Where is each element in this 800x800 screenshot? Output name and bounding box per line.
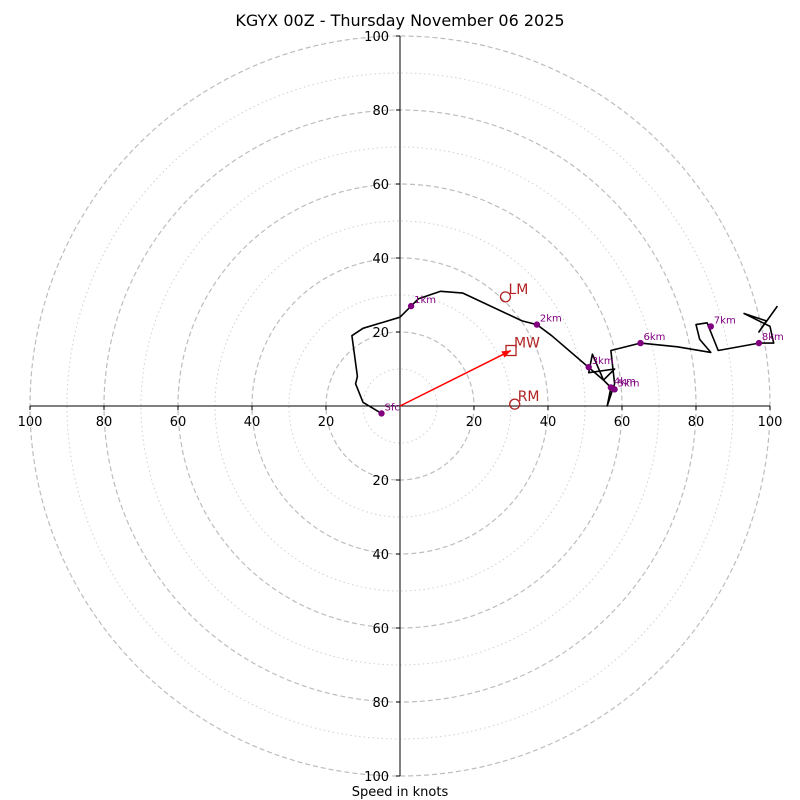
storm-motion-markers: LM MW RM <box>499 282 540 410</box>
storm-motion-marker <box>505 344 517 357</box>
height-marker-label: 5km <box>618 378 640 389</box>
x-tick-label: 20 <box>466 415 483 430</box>
height-marker-dot <box>378 410 385 417</box>
height-marker-label: 1km <box>414 295 436 306</box>
hodograph-trace <box>351 290 779 415</box>
storm-motion-marker <box>499 291 512 303</box>
chart-title: KGYX 00Z - Thursday November 06 2025 <box>235 11 564 30</box>
height-marker-dot <box>755 339 763 347</box>
y-tick-label: 20 <box>372 474 389 489</box>
x-tick-label: 40 <box>540 415 557 430</box>
storm-motion-label: LM <box>508 282 528 298</box>
y-tick-label: 20 <box>372 326 389 341</box>
y-tick-label: 80 <box>372 104 389 119</box>
height-marker-dot <box>585 363 592 371</box>
height-marker-dot <box>407 302 415 310</box>
hodograph-line <box>351 290 779 415</box>
storm-motion-marker <box>509 398 521 410</box>
height-marker-dot <box>533 321 541 328</box>
height-marker-dot <box>637 339 644 347</box>
y-tick-label: 60 <box>372 622 389 637</box>
x-tick-label: 20 <box>318 415 335 430</box>
x-axis-label: Speed in knots <box>352 785 449 800</box>
mean-wind-arrow-head <box>501 350 511 358</box>
height-marker-label: 2km <box>540 314 562 325</box>
x-tick-label: 80 <box>688 415 705 430</box>
x-tick-label: 60 <box>614 415 631 430</box>
x-tick-label: 100 <box>758 415 783 430</box>
y-tick-label: 100 <box>364 770 389 785</box>
storm-motion-label: MW <box>514 336 540 352</box>
y-tick-label: 60 <box>372 178 389 193</box>
height-marker-label: 7km <box>714 315 736 326</box>
x-tick-label: 80 <box>96 415 113 430</box>
height-marker-dot <box>707 323 714 330</box>
x-tick-label: 40 <box>244 415 261 430</box>
x-tick-label: 60 <box>170 415 187 430</box>
storm-motion-label: RM <box>518 389 540 405</box>
height-marker-label: 6km <box>644 332 666 343</box>
height-marker-label: 4km <box>614 377 636 388</box>
y-tick-label: 40 <box>372 548 389 563</box>
y-tick-label: 100 <box>364 30 389 45</box>
mean-wind-vector <box>399 349 512 407</box>
tick-labels: 20 20 20 20 40 40 40 40 60 60 60 60 80 80 80 80 100 100 10… <box>18 30 783 785</box>
height-marker-label: 3km <box>592 356 614 367</box>
height-marker-label: Sfc <box>385 402 400 413</box>
mean-wind-arrow-line <box>399 349 512 407</box>
y-tick-label: 40 <box>372 252 389 267</box>
y-tick-label: 80 <box>372 696 389 711</box>
height-marker-dot <box>611 386 618 393</box>
x-tick-label: 100 <box>18 415 43 430</box>
height-marker-label: 8km <box>762 332 784 343</box>
